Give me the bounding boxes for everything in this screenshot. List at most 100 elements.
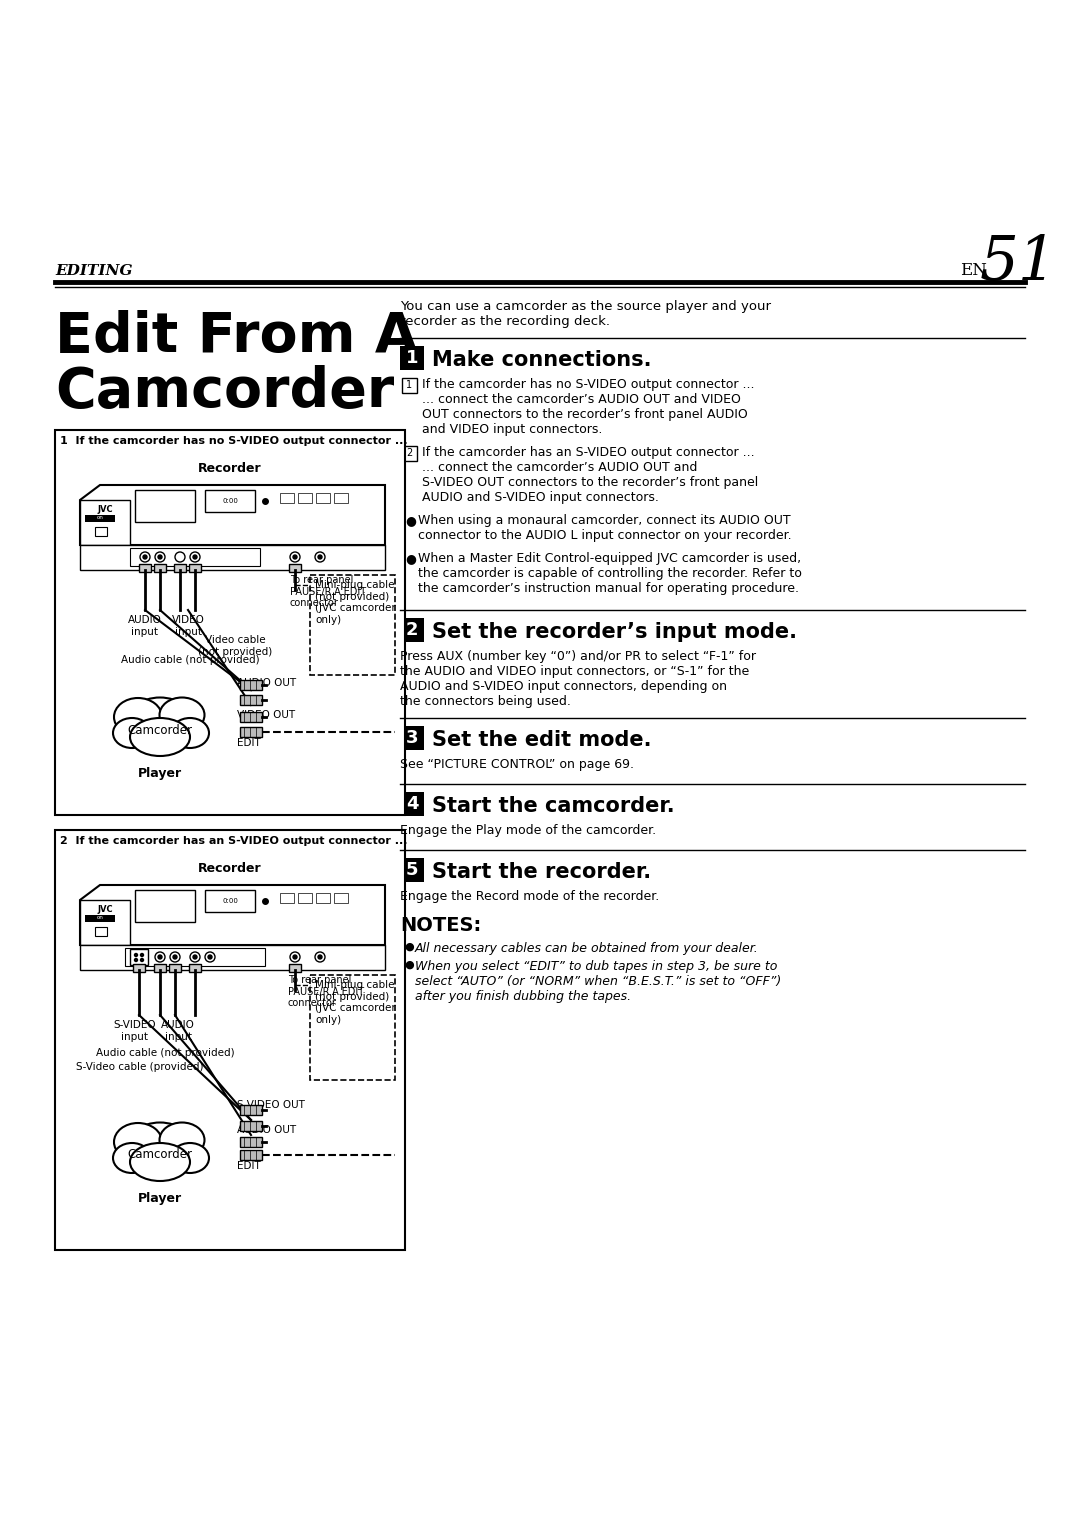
Text: When you select “EDIT” to dub tapes in step 3, be sure to
select “AUTO” (or “NOR: When you select “EDIT” to dub tapes in s… bbox=[415, 960, 781, 1002]
Bar bbox=[80, 545, 384, 570]
Text: 2: 2 bbox=[406, 448, 413, 458]
Text: Camcorder: Camcorder bbox=[127, 723, 192, 736]
Text: Mini-plug cable
(not provided)
(JVC camcorder
only): Mini-plug cable (not provided) (JVC camc… bbox=[315, 979, 395, 1025]
Text: 0:00: 0:00 bbox=[222, 898, 238, 905]
Ellipse shape bbox=[171, 1143, 210, 1174]
Ellipse shape bbox=[113, 1143, 151, 1174]
Circle shape bbox=[158, 955, 162, 960]
Bar bbox=[135, 490, 195, 523]
Bar bbox=[298, 494, 312, 503]
Bar bbox=[316, 892, 330, 903]
Bar bbox=[400, 792, 424, 816]
Text: 3: 3 bbox=[406, 729, 418, 747]
Text: If the camcorder has an S-VIDEO output connector ...
... connect the camcorder’s: If the camcorder has an S-VIDEO output c… bbox=[422, 446, 758, 504]
Ellipse shape bbox=[125, 697, 195, 752]
Bar bbox=[130, 949, 148, 966]
Text: To rear panel
PAUSE/R.A.EDIT
connector: To rear panel PAUSE/R.A.EDIT connector bbox=[288, 975, 364, 1008]
Ellipse shape bbox=[160, 697, 204, 732]
Text: S-Video cable (provided): S-Video cable (provided) bbox=[77, 1062, 204, 1073]
Circle shape bbox=[140, 953, 144, 957]
Text: Recorder: Recorder bbox=[199, 461, 261, 475]
Text: To rear panel
PAUSE/R.A.EDIT
connector: To rear panel PAUSE/R.A.EDIT connector bbox=[291, 575, 366, 608]
Text: on: on bbox=[96, 515, 104, 520]
Text: You can use a camcorder as the source player and your
recorder as the recording : You can use a camcorder as the source pl… bbox=[400, 299, 771, 329]
Ellipse shape bbox=[114, 698, 162, 736]
Bar bbox=[240, 1105, 262, 1115]
Ellipse shape bbox=[130, 718, 190, 756]
Bar bbox=[154, 564, 166, 571]
Circle shape bbox=[293, 955, 297, 960]
Bar bbox=[240, 1137, 262, 1148]
Bar bbox=[400, 859, 424, 882]
Bar bbox=[205, 889, 255, 912]
Text: S-VIDEO
input: S-VIDEO input bbox=[113, 1021, 157, 1042]
Bar bbox=[125, 947, 265, 966]
Bar bbox=[240, 695, 262, 704]
Text: When a Master Edit Control-equipped JVC camcorder is used,
the camcorder is capa: When a Master Edit Control-equipped JVC … bbox=[418, 552, 801, 594]
Bar bbox=[55, 429, 405, 814]
Bar bbox=[80, 944, 384, 970]
Text: Player: Player bbox=[138, 1192, 183, 1206]
Text: AUDIO
input: AUDIO input bbox=[161, 1021, 194, 1042]
Text: See “PICTURE CONTROL” on page 69.: See “PICTURE CONTROL” on page 69. bbox=[400, 758, 634, 772]
Text: 1  If the camcorder has no S-VIDEO output connector ...: 1 If the camcorder has no S-VIDEO output… bbox=[60, 435, 407, 446]
Ellipse shape bbox=[125, 1123, 195, 1178]
Bar bbox=[80, 900, 130, 944]
Circle shape bbox=[318, 555, 322, 559]
Text: When using a monaural camcorder, connect its AUDIO OUT
connector to the AUDIO L : When using a monaural camcorder, connect… bbox=[418, 513, 792, 542]
Text: S-VIDEO OUT: S-VIDEO OUT bbox=[237, 1100, 305, 1109]
Bar bbox=[139, 564, 151, 571]
Text: Video cable
(not provided): Video cable (not provided) bbox=[198, 636, 272, 657]
Bar bbox=[402, 377, 417, 393]
Text: Start the camcorder.: Start the camcorder. bbox=[432, 796, 675, 816]
Text: AUDIO OUT: AUDIO OUT bbox=[237, 1125, 296, 1135]
Text: AUDIO
input: AUDIO input bbox=[129, 614, 162, 637]
Text: VIDEO
input: VIDEO input bbox=[172, 614, 204, 637]
Bar bbox=[334, 494, 348, 503]
Text: Start the recorder.: Start the recorder. bbox=[432, 862, 651, 882]
Text: 4: 4 bbox=[406, 795, 418, 813]
Circle shape bbox=[135, 958, 137, 961]
Bar bbox=[400, 617, 424, 642]
Text: Press AUX (number key “0”) and/or PR to select “F-1” for
the AUDIO and VIDEO inp: Press AUX (number key “0”) and/or PR to … bbox=[400, 649, 756, 707]
Bar bbox=[400, 345, 424, 370]
Bar bbox=[334, 892, 348, 903]
Bar bbox=[402, 446, 417, 461]
Text: 0:00: 0:00 bbox=[222, 498, 238, 504]
Bar bbox=[154, 964, 166, 972]
Text: Camcorder: Camcorder bbox=[127, 1149, 192, 1161]
Text: 1: 1 bbox=[406, 348, 418, 367]
Bar bbox=[189, 564, 201, 571]
Text: If the camcorder has no S-VIDEO output connector ...
... connect the camcorder’s: If the camcorder has no S-VIDEO output c… bbox=[422, 377, 755, 435]
Circle shape bbox=[158, 555, 162, 559]
Bar bbox=[85, 515, 114, 523]
Text: NOTES:: NOTES: bbox=[400, 915, 482, 935]
Bar bbox=[310, 575, 395, 675]
Circle shape bbox=[293, 555, 297, 559]
Text: 5: 5 bbox=[406, 860, 418, 879]
Bar bbox=[95, 527, 107, 536]
Text: Camcorder: Camcorder bbox=[55, 365, 394, 419]
Ellipse shape bbox=[160, 1123, 204, 1158]
Text: EDIT: EDIT bbox=[237, 1161, 260, 1170]
Bar bbox=[310, 975, 395, 1080]
Text: Make connections.: Make connections. bbox=[432, 350, 651, 370]
Text: Audio cable (not provided): Audio cable (not provided) bbox=[121, 656, 259, 665]
Text: Recorder: Recorder bbox=[199, 862, 261, 876]
Text: on: on bbox=[96, 915, 104, 920]
Ellipse shape bbox=[114, 1123, 162, 1161]
Bar bbox=[80, 500, 130, 545]
Bar bbox=[240, 680, 262, 691]
Ellipse shape bbox=[171, 718, 210, 749]
Text: JVC: JVC bbox=[97, 504, 112, 513]
Bar bbox=[240, 1151, 262, 1160]
Bar bbox=[240, 1122, 262, 1131]
Bar bbox=[289, 964, 301, 972]
Bar bbox=[280, 892, 294, 903]
Bar bbox=[280, 494, 294, 503]
Circle shape bbox=[143, 555, 147, 559]
Bar bbox=[205, 490, 255, 512]
Bar bbox=[400, 726, 424, 750]
Bar bbox=[289, 564, 301, 571]
Text: 2: 2 bbox=[406, 620, 418, 639]
